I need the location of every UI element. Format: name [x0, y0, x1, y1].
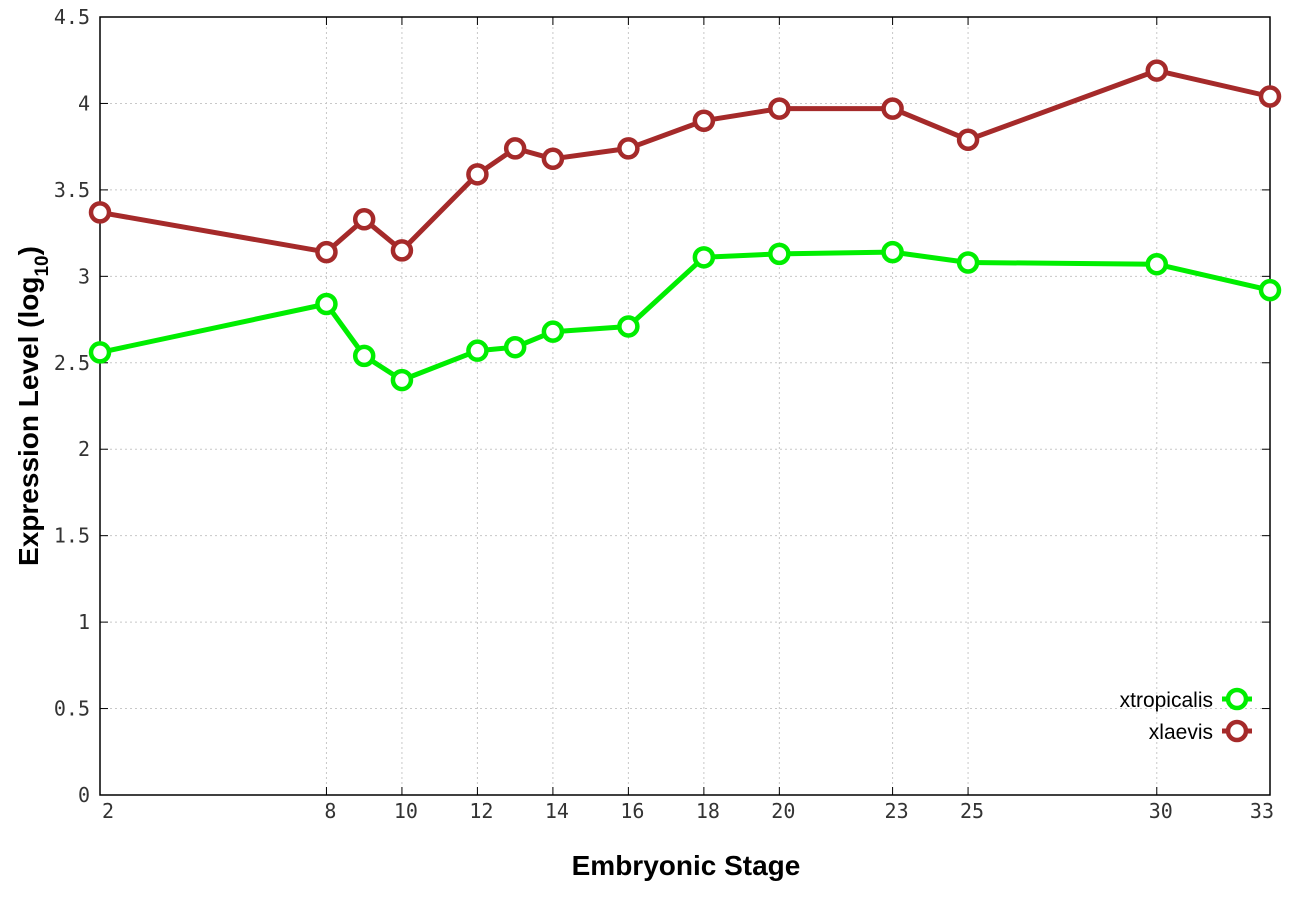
series-line-xtropicalis: [99, 249, 1271, 383]
x-tick-label: 20: [771, 799, 795, 823]
x-tick-label: 14: [545, 799, 569, 823]
data-point-xtropicalis: [352, 344, 376, 368]
data-point-xtropicalis: [390, 368, 414, 392]
data-point-xlaevis: [352, 208, 376, 231]
legend-label: xtropicalis: [1120, 689, 1213, 712]
data-point-xlaevis: [617, 137, 640, 160]
y-tick-label: 2.5: [54, 351, 90, 375]
data-point-xlaevis: [503, 137, 527, 160]
data-point-xtropicalis: [1258, 278, 1282, 302]
y-tick-labels: 0 0.5 1 1.5 2 2.5 3 3.5 4 4.5: [54, 5, 90, 807]
data-point-xlaevis: [956, 128, 980, 152]
x-tick-label: 33: [1250, 799, 1274, 823]
series-line-xlaevis: [99, 68, 1271, 255]
x-tick-label: 2: [102, 799, 114, 823]
data-point-xlaevis: [768, 97, 791, 120]
x-tick-label: 18: [696, 799, 720, 823]
grid: [100, 17, 1270, 795]
data-point-xlaevis: [390, 239, 414, 262]
data-point-xtropicalis: [541, 320, 565, 343]
x-tick-label: 30: [1149, 799, 1173, 823]
data-point-xtropicalis: [956, 251, 980, 274]
data-point-xlaevis: [315, 240, 338, 264]
data-point-xtropicalis: [315, 292, 338, 316]
series-xlaevis: [88, 59, 1282, 264]
x-tick-label: 8: [324, 799, 336, 823]
legend-item-xlaevis: xlaevis: [1149, 719, 1252, 744]
data-point-xlaevis: [466, 163, 489, 186]
y-tick-label: 0: [78, 783, 90, 807]
data-point-xtropicalis: [88, 341, 112, 364]
series-xtropicalis: [88, 240, 1282, 392]
x-axis-title: Embryonic Stage: [572, 850, 801, 881]
y-axis-title: Expression Level (log10): [13, 246, 53, 566]
legend-item-xtropicalis: xtropicalis: [1120, 687, 1252, 712]
y-tick-label: 4: [78, 91, 90, 115]
data-point-xtropicalis: [503, 335, 527, 359]
legend: xtropicalis xlaevis: [1120, 687, 1252, 744]
y-tick-label: 3.5: [54, 178, 90, 202]
data-point-xlaevis: [1145, 59, 1169, 82]
y-tick-label: 0.5: [54, 697, 90, 721]
data-point-xlaevis: [1258, 85, 1282, 108]
x-tick-label: 23: [885, 799, 909, 823]
data-point-xlaevis: [881, 97, 904, 120]
x-tick-label: 12: [469, 799, 493, 823]
y-tick-label: 3: [78, 264, 90, 288]
series-layer: [88, 59, 1282, 392]
data-point-xtropicalis: [466, 339, 489, 362]
legend-swatch-marker: [1225, 719, 1249, 743]
plot-frame: [99, 16, 1271, 796]
data-point-xtropicalis: [1145, 252, 1169, 276]
x-tick-label: 10: [394, 799, 418, 823]
x-tick-labels: 2 8 10 12 14 16 18 20 23 25 30 33: [102, 799, 1274, 823]
legend-swatch-marker: [1225, 687, 1249, 711]
y-tick-label: 2: [78, 437, 90, 461]
y-tick-label: 4.5: [54, 5, 90, 29]
data-point-xlaevis: [541, 147, 565, 171]
data-point-xtropicalis: [692, 246, 716, 269]
data-point-xlaevis: [692, 109, 716, 132]
x-tick-label: 25: [960, 799, 984, 823]
data-point-xtropicalis: [617, 315, 640, 338]
data-point-xtropicalis: [881, 240, 904, 264]
data-point-xtropicalis: [768, 242, 791, 266]
y-tick-label: 1.5: [54, 524, 90, 548]
legend-label: xlaevis: [1149, 721, 1213, 744]
y-tick-label: 1: [78, 610, 90, 634]
axis-ticks: [99, 16, 1271, 796]
data-point-xlaevis: [88, 201, 112, 224]
x-tick-label: 16: [620, 799, 644, 823]
